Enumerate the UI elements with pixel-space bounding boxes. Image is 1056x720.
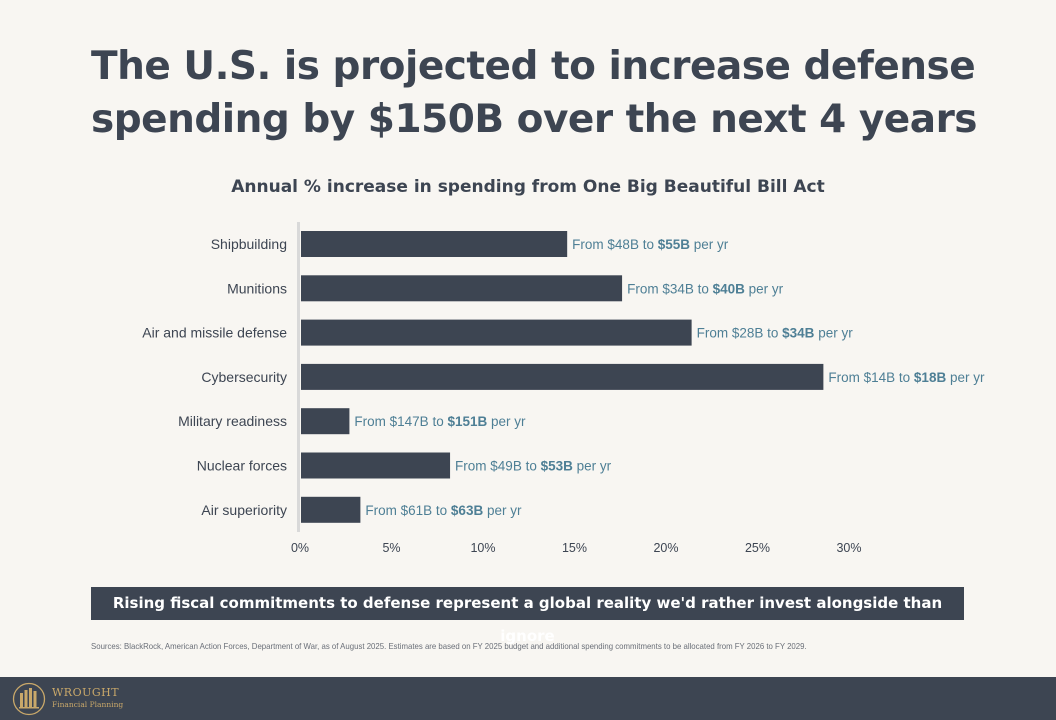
category-label: Military readiness [178, 413, 287, 429]
logo-wordmark: WROUGHT Financial Planning [52, 686, 123, 709]
category-label: Cybersecurity [201, 369, 287, 385]
category-label: Nuclear forces [197, 458, 287, 474]
key-message-banner: Rising fiscal commitments to defense rep… [91, 587, 964, 645]
category-label: Air superiority [201, 502, 287, 518]
data-label: From $14B to $18B per yr [828, 370, 985, 385]
bar [301, 231, 568, 257]
bar [301, 319, 692, 346]
category-label: Munitions [227, 280, 287, 296]
bar [301, 363, 824, 390]
logo-subtitle: Financial Planning [52, 700, 124, 709]
x-tick-label: 25% [745, 541, 770, 555]
sources-note: Sources: BlackRock, American Action Forc… [91, 641, 807, 651]
bar [301, 452, 451, 479]
x-tick-label: 5% [382, 541, 400, 555]
data-label: From $48B to $55B per yr [572, 237, 729, 252]
y-axis-line [297, 222, 300, 532]
data-label: From $49B to $53B per yr [455, 459, 612, 474]
data-label: From $34B to $40B per yr [627, 281, 784, 296]
x-tick-label: 20% [653, 541, 678, 555]
x-tick-label: 30% [836, 541, 861, 555]
x-tick-label: 15% [562, 541, 587, 555]
headline-line-2: spending by $150B over the next 4 years [91, 97, 978, 142]
data-label: From $147B to $151B per yr [354, 414, 526, 429]
category-label: Air and missile defense [142, 325, 287, 341]
chart-title: Annual % increase in spending from One B… [231, 177, 825, 197]
bar [301, 408, 350, 435]
x-tick-label: 0% [291, 541, 309, 555]
wrought-logo-icon [12, 682, 46, 716]
headline: The U.S. is projected to increase defens… [91, 40, 991, 146]
bar [301, 496, 361, 523]
x-tick-label: 10% [470, 541, 495, 555]
bar-chart: Shipbuilding From $48B to $55B per yr Muni… [142, 222, 985, 555]
footer-bar: WROUGHT Financial Planning [0, 677, 1056, 720]
logo-name: WROUGHT [52, 686, 120, 699]
category-label: Shipbuilding [211, 236, 287, 252]
data-label: From $28B to $34B per yr [697, 326, 854, 341]
headline-line-1: The U.S. is projected to increase defens… [91, 44, 976, 89]
data-label: From $61B to $63B per yr [365, 503, 522, 518]
bar [301, 275, 623, 302]
